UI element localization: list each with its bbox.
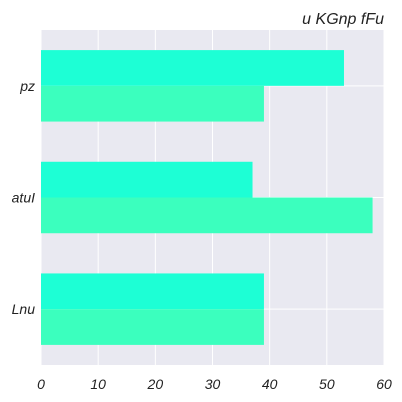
y-tick-labels: pz atuI Lnu — [12, 78, 36, 317]
y-tick-label-2: Lnu — [12, 301, 36, 317]
x-tick-label-3: 30 — [205, 376, 221, 392]
x-tick-label-2: 20 — [147, 376, 164, 392]
x-tick-label-6: 60 — [376, 376, 392, 392]
y-tick-label-1: atuI — [12, 190, 35, 206]
x-tick-label-0: 0 — [37, 376, 45, 392]
bar-atuI-series-2 — [41, 197, 373, 234]
bar-pz-series-2 — [41, 85, 264, 122]
bar-atuI-series-1 — [41, 161, 253, 198]
x-tick-label-1: 10 — [90, 376, 106, 392]
x-tick-labels: 0 10 20 30 40 50 60 — [37, 376, 392, 392]
bar-pz-series-1 — [41, 50, 344, 86]
bar-Lnu-series-2 — [41, 309, 264, 345]
y-tick-label-0: pz — [19, 78, 35, 94]
chart-title: u KGnp fFu — [302, 11, 384, 28]
bars — [41, 50, 373, 345]
x-tick-label-4: 40 — [262, 376, 278, 392]
x-tick-label-5: 50 — [319, 376, 335, 392]
bar-Lnu-series-1 — [41, 273, 264, 310]
